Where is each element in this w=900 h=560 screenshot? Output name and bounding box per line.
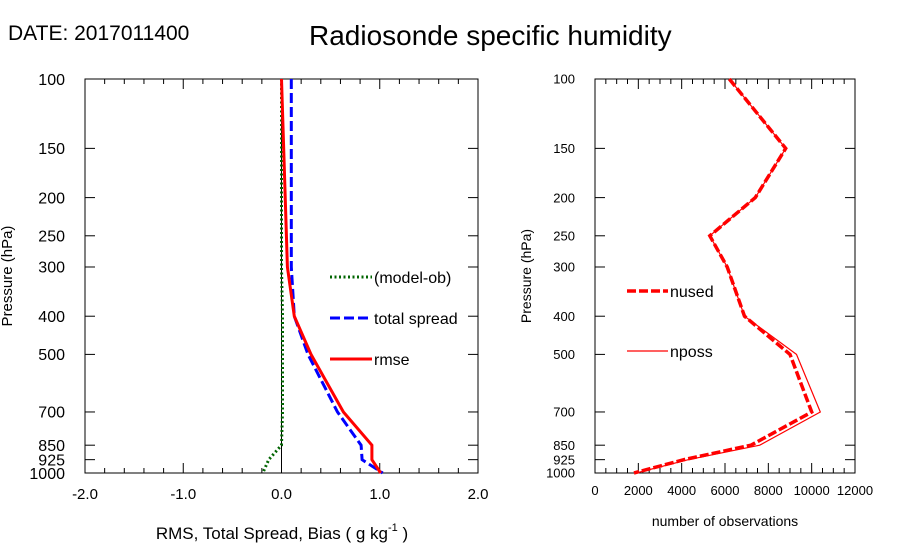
y-tick-label: 700 bbox=[38, 405, 65, 422]
right-legend: nused nposs bbox=[627, 284, 714, 361]
y-tick-label: 300 bbox=[38, 260, 65, 277]
left-axes: -2.0 -1.0 0.0 1.0 2.0 100 150 200 250 300 400 500 70… bbox=[29, 72, 488, 503]
right-y-axis-label: Pressure (hPa) bbox=[518, 229, 534, 323]
chart-title: Radiosonde specific humidity bbox=[309, 20, 672, 51]
y-tick-label: 925 bbox=[38, 452, 65, 469]
y-tick-label: 700 bbox=[553, 405, 575, 420]
left-legend: (model-ob) total spread rmse bbox=[330, 270, 458, 369]
series-line-nused bbox=[633, 77, 814, 475]
left-panel: -2.0 -1.0 0.0 1.0 2.0 100 150 200 250 300 400 500 70… bbox=[0, 72, 488, 543]
x-tick-label: 6000 bbox=[711, 483, 740, 498]
date-label: DATE: 2017011400 bbox=[8, 22, 190, 45]
legend-label: total spread bbox=[374, 311, 458, 328]
y-tick-label: 850 bbox=[553, 438, 575, 453]
y-tick-label: 250 bbox=[38, 229, 65, 246]
legend-label: rmse bbox=[374, 352, 410, 369]
series-line-model-ob bbox=[261, 79, 284, 474]
right-series-group bbox=[633, 77, 822, 475]
y-tick-label: 850 bbox=[38, 438, 65, 455]
series-line-nposs bbox=[636, 78, 822, 474]
y-tick-label: 150 bbox=[38, 141, 65, 158]
x-tick-label: 2000 bbox=[624, 483, 653, 498]
left-x-axis-label: RMS, Total Spread, Bias ( g kg-1 ) bbox=[156, 522, 408, 543]
y-tick-label: 925 bbox=[553, 452, 575, 467]
x-tick-label: 4000 bbox=[667, 483, 696, 498]
left-x-axis-label-main: RMS, Total Spread, Bias ( g kg bbox=[156, 524, 388, 543]
y-tick-label: 500 bbox=[38, 347, 65, 364]
series-line-total-spread bbox=[289, 79, 384, 475]
x-tick-label: 1.0 bbox=[369, 486, 390, 503]
right-panel: 0 2000 4000 6000 8000 10000 12000 100 150 200 250 3… bbox=[518, 72, 873, 529]
y-tick-label: 100 bbox=[38, 72, 65, 89]
y-tick-label: 500 bbox=[553, 347, 575, 362]
x-tick-label: -2.0 bbox=[72, 486, 98, 503]
y-tick-label: 300 bbox=[553, 260, 575, 275]
y-tick-label: 1000 bbox=[546, 466, 575, 481]
x-tick-label: -1.0 bbox=[170, 486, 196, 503]
y-tick-label: 400 bbox=[38, 309, 65, 326]
left-x-axis-label-tail: ) bbox=[398, 524, 408, 543]
left-x-axis-label-exponent: -1 bbox=[388, 522, 398, 534]
left-y-axis-label: Pressure (hPa) bbox=[0, 226, 16, 327]
left-series-group bbox=[261, 78, 384, 475]
legend-label: nposs bbox=[670, 344, 713, 361]
y-tick-label: 100 bbox=[553, 72, 575, 87]
legend-label: nused bbox=[670, 284, 714, 301]
y-tick-label: 200 bbox=[553, 190, 575, 205]
y-tick-label: 1000 bbox=[29, 466, 65, 483]
y-tick-label: 150 bbox=[553, 141, 575, 156]
x-tick-label: 12000 bbox=[837, 483, 873, 498]
y-tick-label: 400 bbox=[553, 309, 575, 324]
right-axes: 0 2000 4000 6000 8000 10000 12000 100 150 200 250 3… bbox=[546, 72, 873, 498]
x-tick-label: 8000 bbox=[754, 483, 783, 498]
y-tick-label: 200 bbox=[38, 190, 65, 207]
x-tick-label: 2.0 bbox=[468, 486, 489, 503]
right-x-axis-label: number of observations bbox=[652, 513, 798, 529]
series-line-rmse bbox=[280, 78, 382, 474]
x-tick-label: 10000 bbox=[794, 483, 830, 498]
y-tick-label: 250 bbox=[553, 228, 575, 243]
legend-label: (model-ob) bbox=[374, 270, 451, 287]
x-tick-label: 0.0 bbox=[271, 486, 292, 503]
x-tick-label: 0 bbox=[591, 483, 598, 498]
